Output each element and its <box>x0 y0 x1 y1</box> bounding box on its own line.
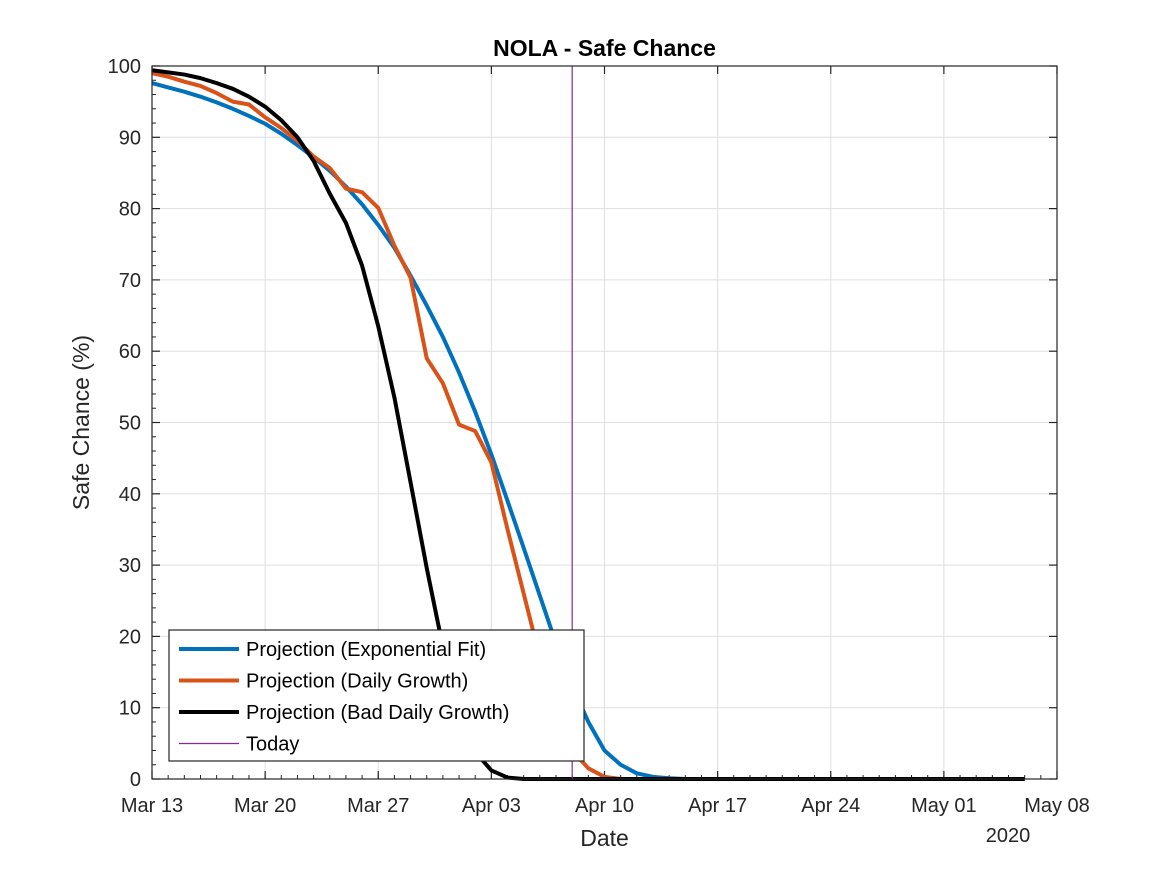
y-tick-label: 80 <box>119 199 141 221</box>
y-tick-label: 40 <box>119 484 141 506</box>
legend-item-4[interactable]: Today <box>179 734 299 756</box>
y-tick-label: 70 <box>119 270 141 292</box>
x-tick-label: Apr 24 <box>801 795 860 817</box>
y-tick-label: 100 <box>108 56 141 78</box>
x-tick-label: Mar 20 <box>234 795 296 817</box>
legend[interactable]: Projection (Exponential Fit) Projection (… <box>168 629 585 762</box>
x-tick-label: Apr 17 <box>688 795 747 817</box>
legend-label: Projection (Bad Daily Growth) <box>246 702 509 724</box>
legend-item-1[interactable]: Projection (Exponential Fit) <box>179 639 486 661</box>
x-axis-label: Date <box>580 825 629 851</box>
y-tick-label: 10 <box>119 698 141 720</box>
series-line-1 <box>151 81 1025 781</box>
grid-lines <box>151 65 1058 780</box>
y-tick-label: 20 <box>119 626 141 648</box>
legend-label: Today <box>246 734 299 756</box>
x-tick-label: Apr 03 <box>462 795 521 817</box>
y-tick-label: 0 <box>130 769 141 791</box>
legend-item-2[interactable]: Projection (Daily Growth) <box>179 671 468 693</box>
y-tick-label: 90 <box>119 127 141 149</box>
x-tick-label: Apr 10 <box>575 795 634 817</box>
legend-item-3[interactable]: Projection (Bad Daily Growth) <box>179 702 509 724</box>
y-tick-label: 30 <box>119 555 141 577</box>
x-tick-label: May 08 <box>1024 795 1090 817</box>
y-tick-label: 60 <box>119 341 141 363</box>
y-axis-label: Safe Chance (%) <box>68 335 94 510</box>
legend-box <box>168 629 585 762</box>
legend-label: Projection (Daily Growth) <box>246 671 468 693</box>
x-tick-label: Mar 13 <box>121 795 183 817</box>
x-tick-label: May 01 <box>911 795 977 817</box>
x-axis-year-label: 2020 <box>986 825 1031 847</box>
y-tick-label: 50 <box>119 413 141 435</box>
legend-label: Projection (Exponential Fit) <box>246 639 486 661</box>
y-axis: 0 10 20 30 40 50 60 70 80 90 100 <box>108 56 1057 791</box>
x-tick-label: Mar 27 <box>347 795 409 817</box>
x-axis: Mar 13 Mar 20 Mar 27 Apr 03 Apr 10 Apr 17 Apr … <box>121 66 1090 817</box>
plot-frame <box>151 65 1058 780</box>
chart-title: NOLA - Safe Chance <box>493 35 716 61</box>
